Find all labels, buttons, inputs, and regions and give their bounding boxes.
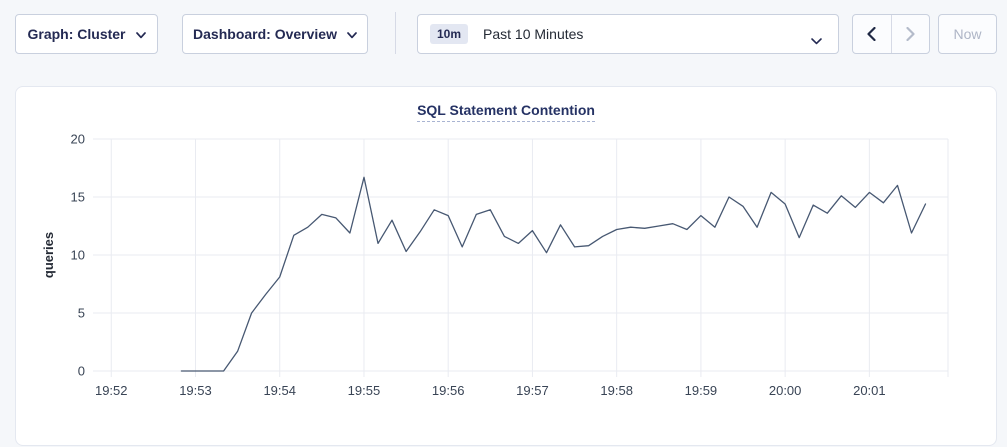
graph-dropdown-label: Graph: Cluster xyxy=(27,26,126,42)
svg-text:19:58: 19:58 xyxy=(600,383,633,398)
now-button[interactable]: Now xyxy=(938,14,997,54)
chart-card: SQL Statement Contention 0 5 10 15 20 19:52 19… xyxy=(15,86,997,446)
svg-text:10: 10 xyxy=(71,248,85,263)
sql-statement-contention-chart: 0 5 10 15 20 19:52 19:53 19:54 19:55 19:56 19:57 19… xyxy=(41,132,949,398)
dashboard-dropdown-label: Dashboard: Overview xyxy=(193,26,337,42)
chart-title-row: SQL Statement Contention xyxy=(16,102,996,122)
chevron-left-icon xyxy=(867,27,877,41)
svg-text:19:55: 19:55 xyxy=(348,383,381,398)
svg-text:19:52: 19:52 xyxy=(95,383,128,398)
next-interval-button[interactable] xyxy=(890,15,929,53)
time-range-badge: 10m xyxy=(430,24,469,44)
chevron-down-icon xyxy=(347,26,357,42)
graph-dropdown[interactable]: Graph: Cluster xyxy=(15,14,158,54)
svg-text:19:54: 19:54 xyxy=(263,383,296,398)
svg-text:20:00: 20:00 xyxy=(769,383,802,398)
svg-text:0: 0 xyxy=(78,364,85,379)
svg-text:19:56: 19:56 xyxy=(432,383,465,398)
svg-text:20:01: 20:01 xyxy=(853,383,886,398)
chevron-down-icon xyxy=(135,26,146,42)
svg-text:15: 15 xyxy=(71,190,85,205)
svg-text:queries: queries xyxy=(41,232,56,278)
svg-text:20: 20 xyxy=(71,132,85,147)
svg-text:5: 5 xyxy=(78,306,85,321)
toolbar-divider xyxy=(395,12,396,54)
svg-text:19:59: 19:59 xyxy=(685,383,718,398)
toolbar: Graph: Cluster Dashboard: Overview 10m P… xyxy=(0,0,1007,84)
svg-text:19:57: 19:57 xyxy=(516,383,549,398)
time-range-dropdown[interactable]: 10m Past 10 Minutes xyxy=(417,14,839,54)
svg-text:19:53: 19:53 xyxy=(179,383,212,398)
chevron-down-icon xyxy=(811,32,822,50)
dashboard-dropdown[interactable]: Dashboard: Overview xyxy=(182,14,368,54)
chevron-right-icon xyxy=(906,27,915,41)
time-nav-group xyxy=(852,14,930,54)
time-range-label: Past 10 Minutes xyxy=(483,26,584,42)
previous-interval-button[interactable] xyxy=(853,15,891,53)
chart-title[interactable]: SQL Statement Contention xyxy=(417,102,595,122)
